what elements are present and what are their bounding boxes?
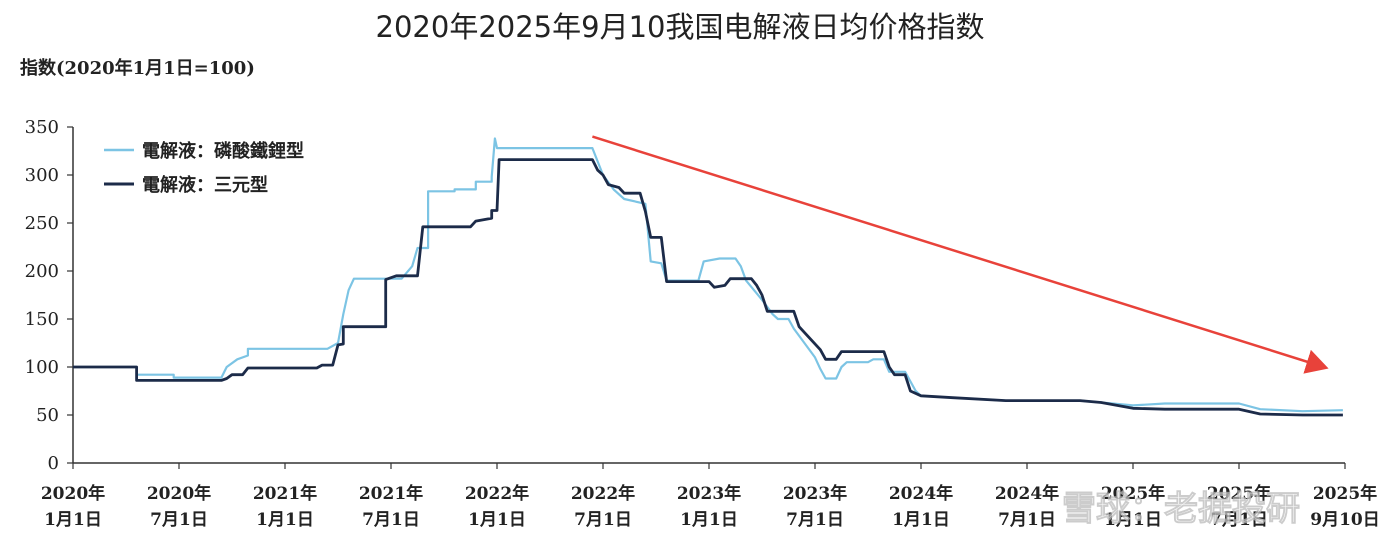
- x-tick-label-year: 2025年: [1207, 483, 1271, 504]
- x-tick-label-date: 1月1日: [1104, 510, 1162, 530]
- x-tick-label-date: 1月1日: [256, 510, 314, 530]
- x-tick-label-year: 2024年: [995, 483, 1059, 504]
- y-tick-label: 100: [25, 357, 59, 378]
- x-tick-label-year: 2023年: [783, 483, 847, 504]
- x-tick-label-date: 7月1日: [786, 510, 844, 530]
- axes: 0 50 100 150 200 250 300 350 2020年 1月1日 2020年 7月1日 2…: [25, 117, 1380, 530]
- x-tick-label-year: 2022年: [465, 483, 529, 504]
- y-tick-label: 150: [25, 309, 59, 330]
- x-tick-label-year: 2022年: [571, 483, 635, 504]
- y-tick-label: 250: [25, 213, 59, 234]
- x-tick-label-year: 2025年: [1313, 483, 1377, 504]
- x-tick-label-date: 9月10日: [1310, 510, 1380, 530]
- legend-label-2: 電解液：三元型: [142, 174, 268, 196]
- x-tick-label-year: 2025年: [1101, 483, 1165, 504]
- x-tick-label-date: 1月1日: [892, 510, 950, 530]
- x-tick-label-year: 2020年: [41, 483, 105, 504]
- y-tick-label: 350: [25, 117, 59, 138]
- x-tick-label-date: 7月1日: [574, 510, 632, 530]
- watermark: 雪球：老据投研: [1062, 489, 1301, 530]
- legend-label-1: 電解液：磷酸鐵鋰型: [142, 140, 304, 162]
- y-tick-label: 50: [36, 405, 59, 426]
- x-tick-label-year: 2024年: [889, 483, 953, 504]
- trend-arrow: [592, 135, 1329, 374]
- y-axis-label: 指数(2020年1月1日=100): [20, 58, 255, 79]
- series-layer: [73, 137, 1343, 417]
- annotation-layer: [592, 135, 1329, 374]
- chart-title: 2020年2025年9月10我国电解液日均价格指数: [375, 10, 985, 44]
- watermark-text: 雪球：老据投研: [1062, 489, 1300, 529]
- x-tick-label-date: 1月1日: [680, 510, 738, 530]
- x-tick-label-date: 7月1日: [150, 510, 208, 530]
- series-line-2: [73, 158, 1343, 417]
- y-tick-label: 200: [25, 261, 59, 282]
- x-tick-label-date: 7月1日: [1210, 510, 1268, 530]
- x-tick-label-year: 2020年: [147, 483, 211, 504]
- x-tick-label-date: 7月1日: [362, 510, 420, 530]
- x-tick-label-year: 2023年: [677, 483, 741, 504]
- y-tick-label: 0: [48, 453, 59, 474]
- x-tick-label-year: 2021年: [253, 483, 317, 504]
- x-tick-label-date: 7月1日: [998, 510, 1056, 530]
- x-tick-label-date: 1月1日: [468, 510, 526, 530]
- y-tick-label: 300: [25, 165, 59, 186]
- x-tick-label-date: 1月1日: [44, 510, 102, 530]
- x-tick-label-year: 2021年: [359, 483, 423, 504]
